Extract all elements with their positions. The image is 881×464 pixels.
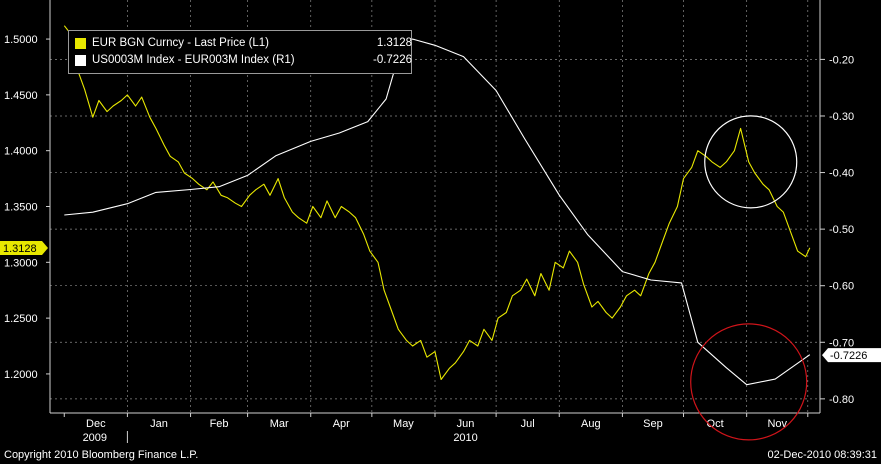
tick-label-left: 1.2000 <box>4 369 38 381</box>
tick-label-right: -0.20 <box>829 54 854 66</box>
last-value-tag-right <box>822 348 881 363</box>
month-label: Aug <box>581 418 601 430</box>
month-label: Sep <box>643 418 663 430</box>
tick-label-left: 1.5000 <box>4 34 38 46</box>
tick-label-right: -0.60 <box>829 281 854 293</box>
last-value-text-left: 1.3128 <box>3 243 37 255</box>
month-label: Nov <box>767 418 787 430</box>
annotation-circle-red <box>690 323 808 441</box>
legend-swatch-eur <box>75 37 86 49</box>
legend-swatch-spread <box>75 54 86 66</box>
last-value-tags: 1.3128 -0.7226 <box>0 241 881 363</box>
x-axis-ticks: Dec Jan Feb Mar Apr May Jun Jul Aug Sep Oct Nov 2009… <box>63 413 809 444</box>
month-label: Oct <box>707 418 724 430</box>
month-label: Dec <box>86 418 106 430</box>
right-axis-ticks: -0.20 -0.30 -0.40 -0.50 -0.60 -0.70 -0.80 <box>820 54 854 406</box>
annotation-circle-white <box>704 115 798 209</box>
month-label: Feb <box>210 418 229 430</box>
tick-label-left: 1.4000 <box>4 146 38 158</box>
year-label: 2010 <box>453 432 477 444</box>
last-value-tag-left <box>0 241 48 256</box>
gridlines <box>50 0 820 413</box>
chart-canvas: 1.5000 1.4500 1.4000 1.3500 1.3000 1.2500 1.20… <box>0 0 881 444</box>
legend-label-spread: US0003M Index - EUR003M Index (R1) <box>92 54 295 66</box>
tick-label-right: -0.30 <box>829 111 854 123</box>
month-label: Jul <box>521 418 535 430</box>
series-lines <box>63 25 811 386</box>
timestamp-text: 02-Dec-2010 08:39:31 <box>767 449 877 461</box>
tick-label-left: 1.3000 <box>4 257 38 269</box>
legend-item-spread: US0003M Index - EUR003M Index (R1) -0.72… <box>75 52 412 68</box>
month-label: Mar <box>270 418 289 430</box>
month-label: Jan <box>150 418 168 430</box>
series-line-eur-bgn <box>63 25 811 381</box>
series-line-usd-eur-spread <box>64 36 811 386</box>
annotation-circles <box>690 115 808 441</box>
tick-label-right: -0.40 <box>829 168 854 180</box>
legend-label-eur: EUR BGN Curncy - Last Price (L1) <box>92 37 270 49</box>
legend-value-eur: 1.3128 <box>376 37 412 49</box>
footer: Copyright 2010 Bloomberg Finance L.P. 02… <box>0 446 881 464</box>
copyright-text: Copyright 2010 Bloomberg Finance L.P. <box>4 449 199 461</box>
tick-label-right: -0.50 <box>829 224 854 236</box>
month-label: Apr <box>333 418 350 430</box>
month-label: May <box>393 418 414 430</box>
tick-label-left: 1.4500 <box>4 90 38 102</box>
year-label: 2009 <box>83 432 107 444</box>
month-label: Jun <box>457 418 475 430</box>
left-axis-ticks: 1.5000 1.4500 1.4000 1.3500 1.3000 1.2500 1.20… <box>4 34 50 381</box>
chart-legend: EUR BGN Curncy - Last Price (L1) 1.3128 … <box>68 30 412 74</box>
last-value-text-right: -0.7226 <box>830 350 867 362</box>
legend-item-eur: EUR BGN Curncy - Last Price (L1) 1.3128 <box>75 35 412 51</box>
tick-label-right: -0.80 <box>829 394 854 406</box>
tick-label-left: 1.2500 <box>4 313 38 325</box>
tick-label-left: 1.3500 <box>4 202 38 214</box>
tick-label-right: -0.70 <box>829 337 854 349</box>
legend-value-spread: -0.7226 <box>372 54 412 66</box>
